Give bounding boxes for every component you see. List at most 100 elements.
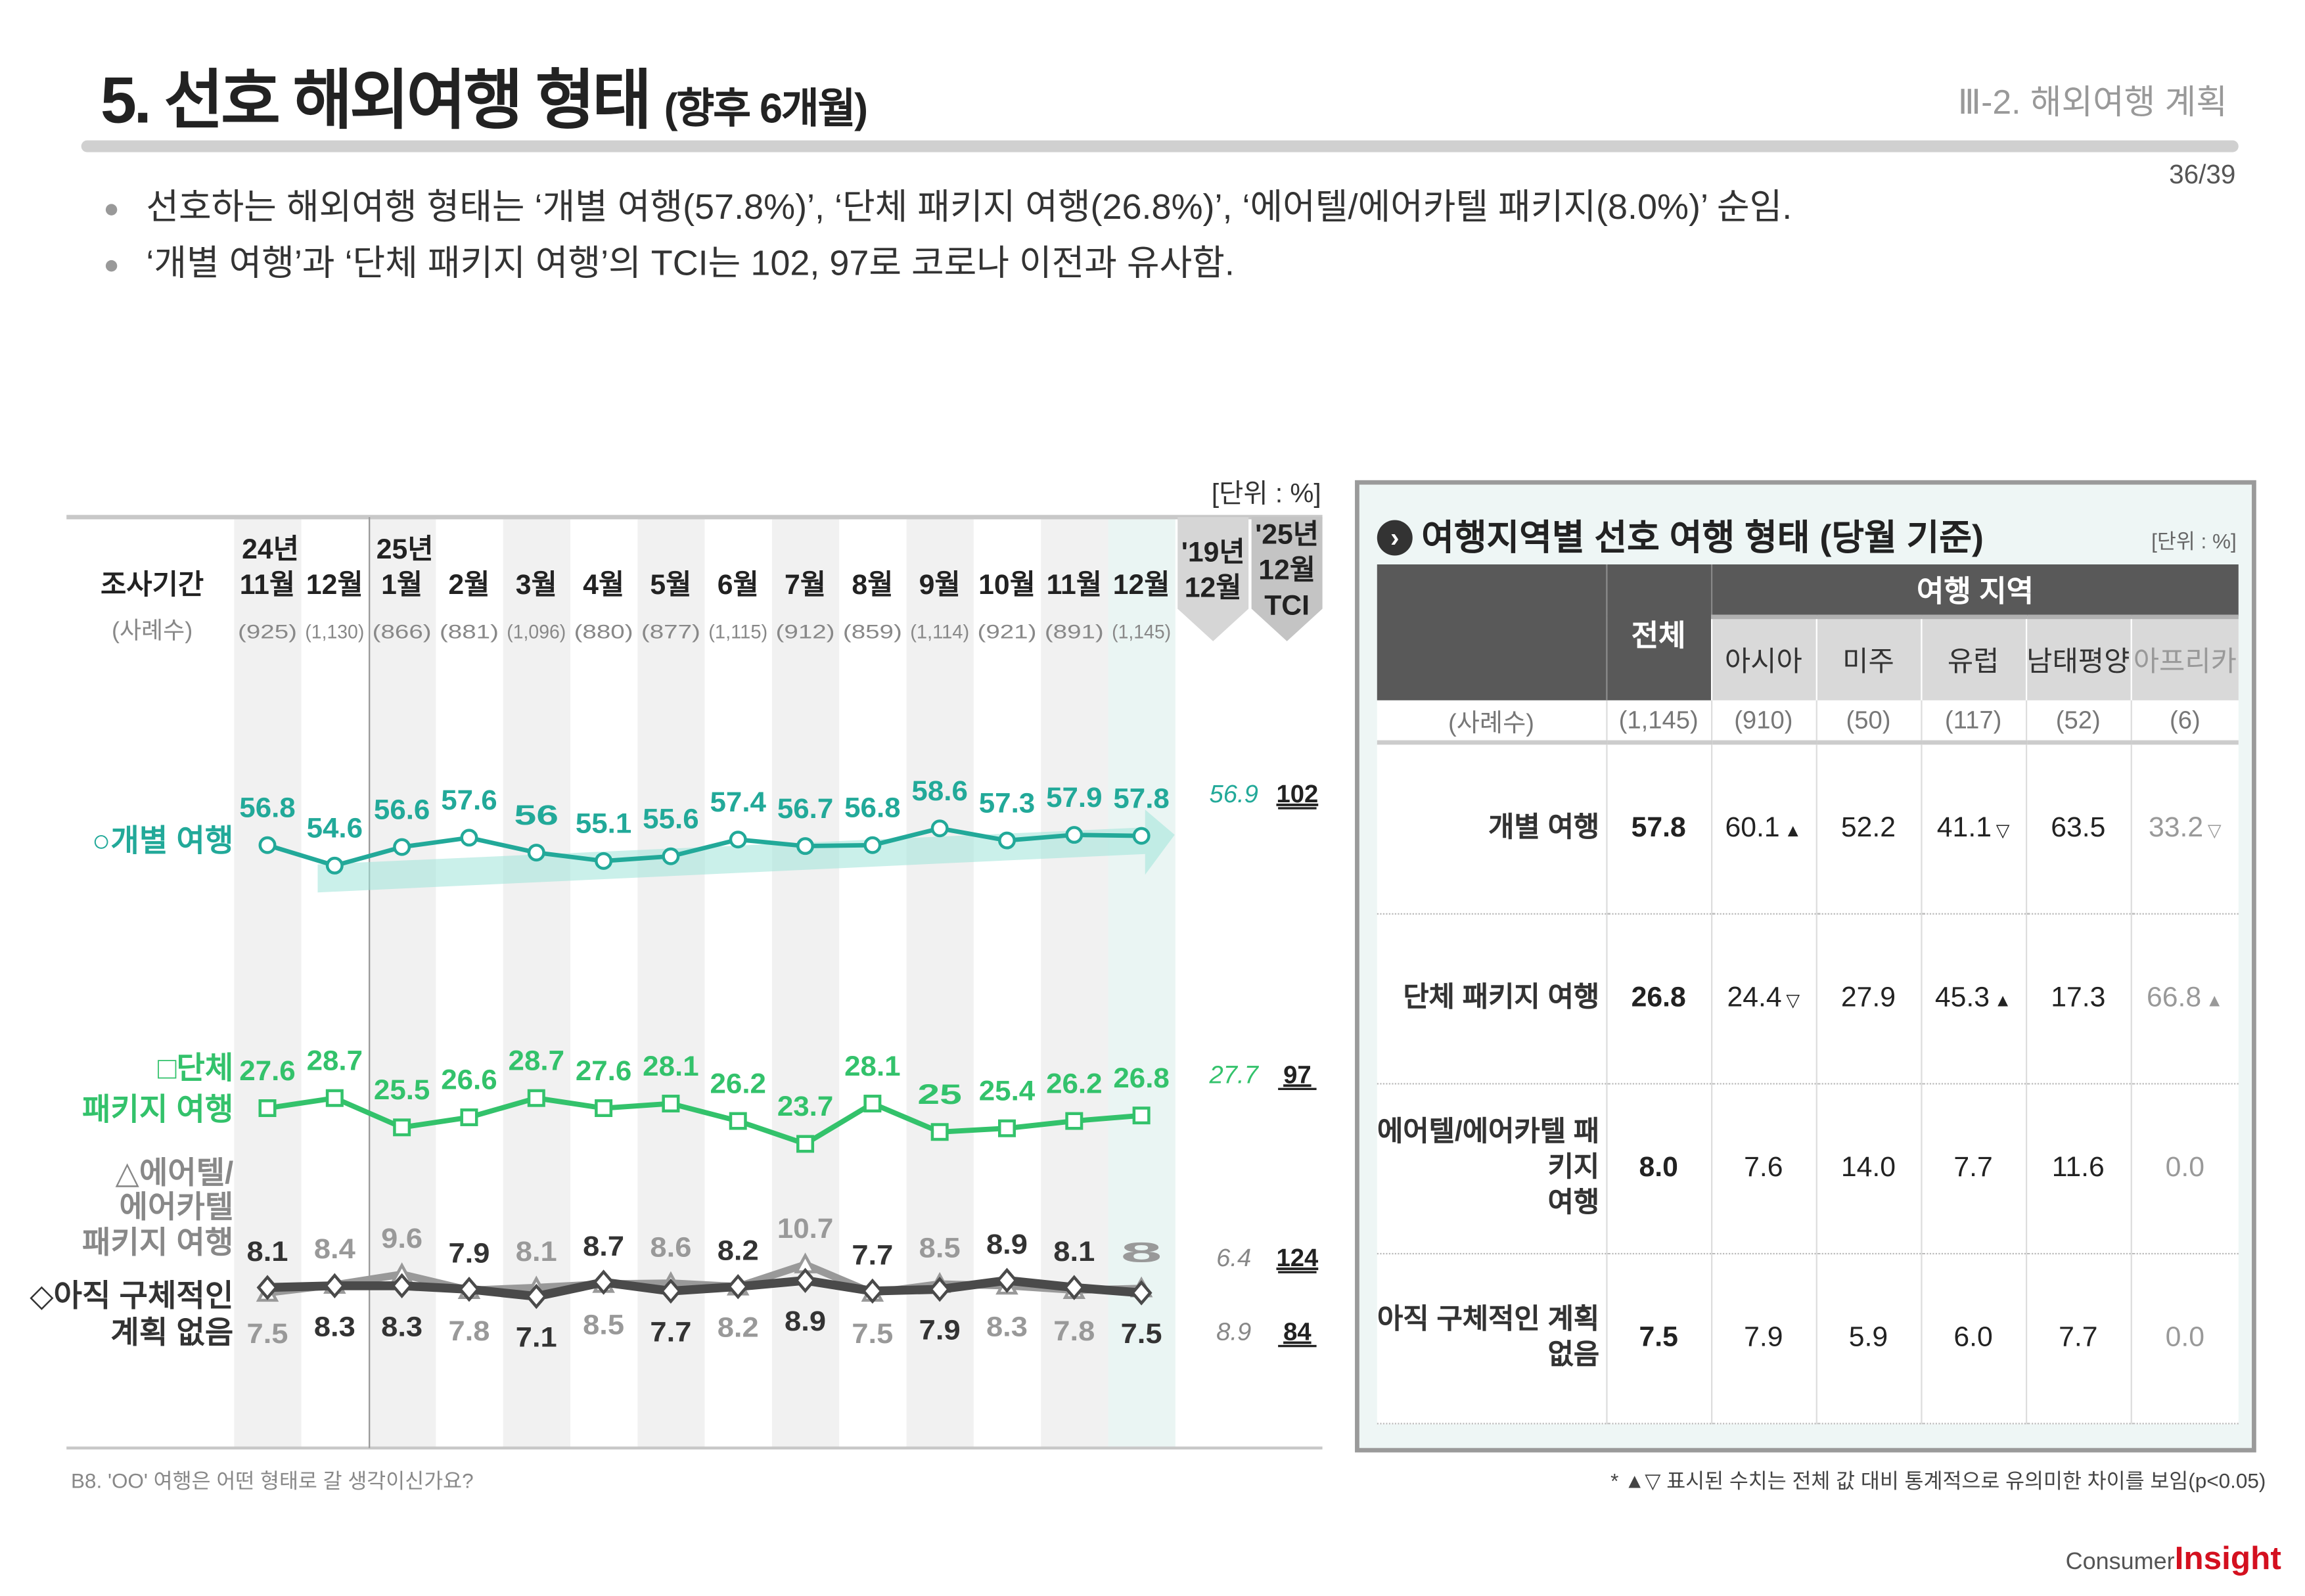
data-label: 8 (1121, 1237, 1162, 1268)
data-point-square (393, 1118, 411, 1137)
data-point-square (527, 1089, 545, 1107)
column-band (637, 517, 705, 1448)
table-row: 아직 구체적인 계획 없음 7.5 7.9 5.9 6.0 7.7 0.0 (1377, 1254, 2239, 1425)
value-cell: 14.0 (1815, 1083, 1921, 1255)
series-line-diamond (267, 1275, 1142, 1301)
data-point-square (662, 1095, 680, 1113)
header-total: 전체 (1605, 564, 1711, 700)
column-band (1041, 517, 1108, 1448)
data-label: 28.1 (844, 1051, 900, 1082)
data-label: 54.6 (307, 813, 363, 844)
data-label: 56.6 (374, 794, 430, 825)
value-cell: 11.6 (2024, 1083, 2131, 1255)
data-point-circle (460, 829, 478, 847)
value-cell: 7.6 (1710, 1083, 1816, 1255)
value-text: 5.9 (1848, 1322, 1888, 1354)
n-count: (891) (1045, 622, 1104, 643)
value-cell: 41.1 ▽ (1920, 742, 2026, 915)
n-cell: (6) (2130, 700, 2239, 745)
triangle-up-icon: ▲ (1994, 990, 2012, 1011)
year-label: 24년 (242, 534, 299, 565)
value-cell: 24.4 ▽ (1710, 913, 1816, 1085)
n-cell: (52) (2024, 700, 2131, 745)
ref-month: 12월 (1185, 572, 1242, 603)
data-label: 28.7 (307, 1045, 363, 1076)
data-label: 8.1 (247, 1236, 288, 1267)
data-point-diamond (525, 1283, 547, 1310)
tci-value: 97 (1283, 1060, 1312, 1089)
month-label: 6월 (718, 569, 759, 601)
value-text: 66.8 (2147, 982, 2202, 1014)
n-count: (912) (776, 622, 835, 643)
bullet-text: ‘개별 여행’과 ‘단체 패키지 여행’의 TCI는 102, 97로 코로나 … (146, 244, 1235, 284)
value-text: 14.0 (1840, 1152, 1896, 1184)
data-label: 9.6 (381, 1223, 422, 1254)
data-point-circle (595, 852, 613, 870)
n-count: (866) (373, 622, 432, 643)
data-point-square (729, 1112, 747, 1130)
value-cell: 17.3 (2024, 913, 2131, 1085)
column-band (906, 517, 974, 1448)
data-point-diamond (323, 1273, 346, 1299)
data-label: 57.4 (710, 787, 767, 818)
chevron-right-icon: › (1377, 520, 1413, 556)
section-label: Ⅲ-2. 해외여행 계획 (1957, 82, 2227, 122)
tci-value: 102 (1276, 780, 1318, 808)
value-text: 0.0 (2165, 1152, 2205, 1184)
value-text: 26.8 (1631, 982, 1686, 1014)
series-label: □단체 (158, 1051, 233, 1086)
year-label: 25년 (377, 534, 434, 565)
data-label: 23.7 (777, 1091, 833, 1122)
value-text: 6.0 (1953, 1322, 1993, 1354)
tci-label: TCI (1264, 589, 1310, 621)
data-label: 8.9 (785, 1306, 826, 1337)
region-table: 전체 여행 지역 아시아 미주 유럽 남태평양 아프리카 (사례수) (1,145) (91… (1377, 564, 2239, 1425)
logo-text-a: Consumer (2065, 1549, 2175, 1576)
data-label: 8.2 (718, 1312, 759, 1344)
data-label: 8.9 (986, 1229, 1028, 1260)
column-band (771, 517, 840, 1448)
value-text: 33.2 (2148, 812, 2204, 844)
value-text: 24.4 (1727, 982, 1782, 1014)
value-cell: 5.9 (1815, 1254, 1921, 1425)
row-label: 조사기간 (101, 569, 204, 601)
value-text: 17.3 (2051, 982, 2106, 1014)
data-point-square (258, 1099, 277, 1118)
value-cell: 52.2 (1815, 742, 1921, 915)
value-cell: 26.8 (1605, 913, 1711, 1085)
month-label: 12월 (1113, 569, 1170, 601)
logo-text-b: Insight (2174, 1539, 2281, 1577)
row-label-line: 없음 (1547, 1340, 1600, 1371)
triangle-down-icon: ▽ (2207, 820, 2222, 841)
data-label: 8.4 (314, 1233, 355, 1265)
data-label: 8.3 (986, 1311, 1028, 1342)
data-label: 26.6 (441, 1064, 497, 1096)
series-label: 계획 없음 (110, 1315, 233, 1350)
data-label: 28.1 (643, 1051, 698, 1082)
data-point-circle (393, 838, 411, 856)
data-label: 7.9 (919, 1315, 961, 1346)
month-label: 8월 (852, 569, 893, 601)
data-label: 8.7 (583, 1231, 624, 1262)
n-count: (880) (574, 622, 633, 643)
data-label: 58.6 (911, 775, 967, 807)
value-text: 45.3 (1934, 982, 1990, 1014)
n-count: (1,145) (1112, 622, 1171, 643)
series-label: 패키지 여행 (82, 1093, 233, 1128)
n-count: (881) (440, 622, 499, 643)
month-label: 2월 (448, 569, 490, 601)
value-cell: 7.7 (1920, 1083, 2026, 1255)
data-label: 25.4 (979, 1075, 1036, 1106)
data-label: 8.2 (718, 1235, 759, 1267)
row-label-line: 여행 (1547, 1187, 1600, 1220)
value-cell: 7.7 (2024, 1254, 2131, 1425)
data-label: 27.6 (239, 1055, 295, 1087)
data-label: 57.8 (1113, 783, 1169, 814)
data-label: 25.5 (374, 1074, 430, 1106)
month-label: 12월 (306, 569, 363, 601)
bullet-dot-icon: ● (103, 250, 120, 280)
value-cell: 57.8 (1605, 742, 1711, 915)
data-label: 7.5 (1121, 1318, 1162, 1350)
row-label: 개별 여행 (1377, 742, 1607, 915)
data-point-diamond (391, 1273, 413, 1299)
